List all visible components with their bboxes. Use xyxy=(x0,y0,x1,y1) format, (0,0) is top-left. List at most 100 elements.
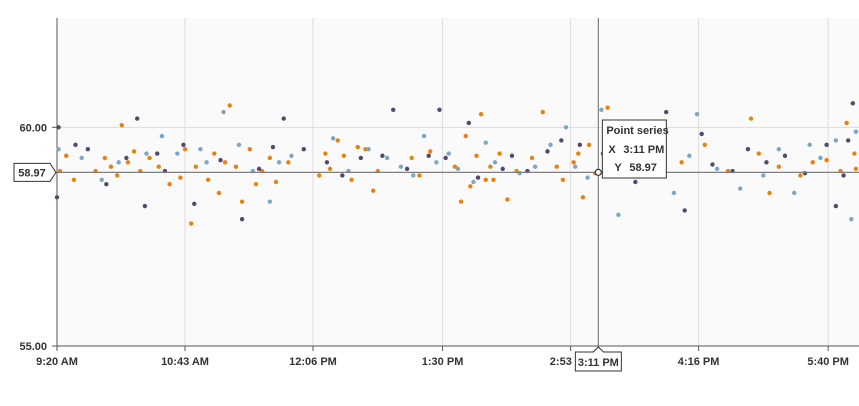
data-point[interactable] xyxy=(679,160,684,165)
data-point[interactable] xyxy=(761,173,766,178)
data-point[interactable] xyxy=(492,160,498,165)
data-point[interactable] xyxy=(323,151,328,156)
data-point[interactable] xyxy=(776,164,781,169)
data-point[interactable] xyxy=(188,221,194,226)
data-point[interactable] xyxy=(286,160,291,165)
data-point[interactable] xyxy=(64,153,69,158)
data-point[interactable] xyxy=(198,147,203,152)
data-point[interactable] xyxy=(532,164,538,169)
data-point[interactable] xyxy=(483,140,488,145)
data-point[interactable] xyxy=(167,181,172,187)
data-point[interactable] xyxy=(358,155,364,161)
data-point[interactable] xyxy=(540,109,546,115)
data-point[interactable] xyxy=(571,160,576,165)
data-point[interactable] xyxy=(181,142,186,148)
data-point[interactable] xyxy=(380,153,385,158)
data-point[interactable] xyxy=(434,160,439,165)
data-point[interactable] xyxy=(563,125,569,130)
data-point[interactable] xyxy=(687,153,692,158)
data-point[interactable] xyxy=(599,107,604,113)
data-point[interactable] xyxy=(253,181,259,187)
data-point[interactable] xyxy=(852,151,857,156)
data-point[interactable] xyxy=(73,142,78,148)
data-point[interactable] xyxy=(182,147,188,152)
data-point[interactable] xyxy=(212,151,217,156)
data-point[interactable] xyxy=(767,190,772,196)
data-point[interactable] xyxy=(850,101,856,106)
data-point[interactable] xyxy=(468,184,473,189)
data-point[interactable] xyxy=(324,160,330,165)
data-point[interactable] xyxy=(802,171,808,176)
data-point[interactable] xyxy=(844,120,849,126)
data-points[interactable] xyxy=(54,101,859,226)
data-point[interactable] xyxy=(560,177,566,183)
data-point[interactable] xyxy=(56,147,61,152)
data-point[interactable] xyxy=(391,107,396,113)
data-point[interactable] xyxy=(301,147,306,152)
data-point[interactable] xyxy=(192,201,197,207)
data-point[interactable] xyxy=(446,151,451,156)
data-point[interactable] xyxy=(239,216,245,222)
data-point[interactable] xyxy=(776,147,781,152)
data-point[interactable] xyxy=(458,199,464,204)
data-point[interactable] xyxy=(227,103,232,108)
data-point[interactable] xyxy=(748,116,754,121)
data-point[interactable] xyxy=(491,177,496,183)
data-point[interactable] xyxy=(142,203,148,209)
data-point[interactable] xyxy=(463,133,468,139)
data-point[interactable] xyxy=(341,153,347,158)
data-point[interactable] xyxy=(85,147,91,152)
data-point[interactable] xyxy=(155,151,160,156)
data-point[interactable] xyxy=(573,164,578,169)
data-point[interactable] xyxy=(156,164,161,169)
data-point[interactable] xyxy=(71,177,77,183)
data-point[interactable] xyxy=(273,179,279,185)
data-point[interactable] xyxy=(204,160,209,165)
data-point[interactable] xyxy=(475,175,481,180)
data-point[interactable] xyxy=(159,133,165,139)
data-point[interactable] xyxy=(471,179,476,185)
data-point[interactable] xyxy=(175,151,180,156)
data-point[interactable] xyxy=(710,162,715,167)
data-point[interactable] xyxy=(411,173,416,178)
data-point[interactable] xyxy=(178,175,183,180)
data-point[interactable] xyxy=(114,173,120,178)
data-point[interactable] xyxy=(289,153,294,158)
data-point[interactable] xyxy=(764,160,769,165)
data-point[interactable] xyxy=(330,136,336,141)
data-point[interactable] xyxy=(236,142,242,148)
data-point[interactable] xyxy=(370,188,376,193)
data-point[interactable] xyxy=(421,133,427,139)
data-point[interactable] xyxy=(99,177,104,183)
data-point[interactable] xyxy=(682,208,687,213)
data-point[interactable] xyxy=(500,166,505,172)
data-point[interactable] xyxy=(270,144,276,150)
data-point[interactable] xyxy=(798,173,803,178)
data-point[interactable] xyxy=(466,120,471,126)
data-point[interactable] xyxy=(247,147,252,152)
data-point[interactable] xyxy=(529,155,535,161)
data-point[interactable] xyxy=(216,190,222,196)
data-point[interactable] xyxy=(124,155,129,161)
data-point[interactable] xyxy=(833,138,839,143)
data-point[interactable] xyxy=(355,144,360,150)
data-point[interactable] xyxy=(756,151,761,156)
data-point[interactable] xyxy=(205,177,211,183)
data-point[interactable] xyxy=(221,109,226,115)
data-point[interactable] xyxy=(404,166,410,172)
data-point[interactable] xyxy=(509,153,515,158)
data-point[interactable] xyxy=(605,105,610,110)
data-point[interactable] xyxy=(233,164,239,169)
data-point[interactable] xyxy=(147,155,152,161)
data-point[interactable] xyxy=(616,212,621,217)
data-point[interactable] xyxy=(125,160,131,165)
data-point[interactable] xyxy=(417,173,422,178)
data-point[interactable] xyxy=(702,142,707,148)
data-point[interactable] xyxy=(327,166,333,172)
data-point[interactable] xyxy=(443,155,448,161)
data-point[interactable] xyxy=(714,166,720,172)
data-point[interactable] xyxy=(135,116,140,121)
data-point[interactable] xyxy=(56,125,61,130)
data-point[interactable] xyxy=(116,160,121,165)
